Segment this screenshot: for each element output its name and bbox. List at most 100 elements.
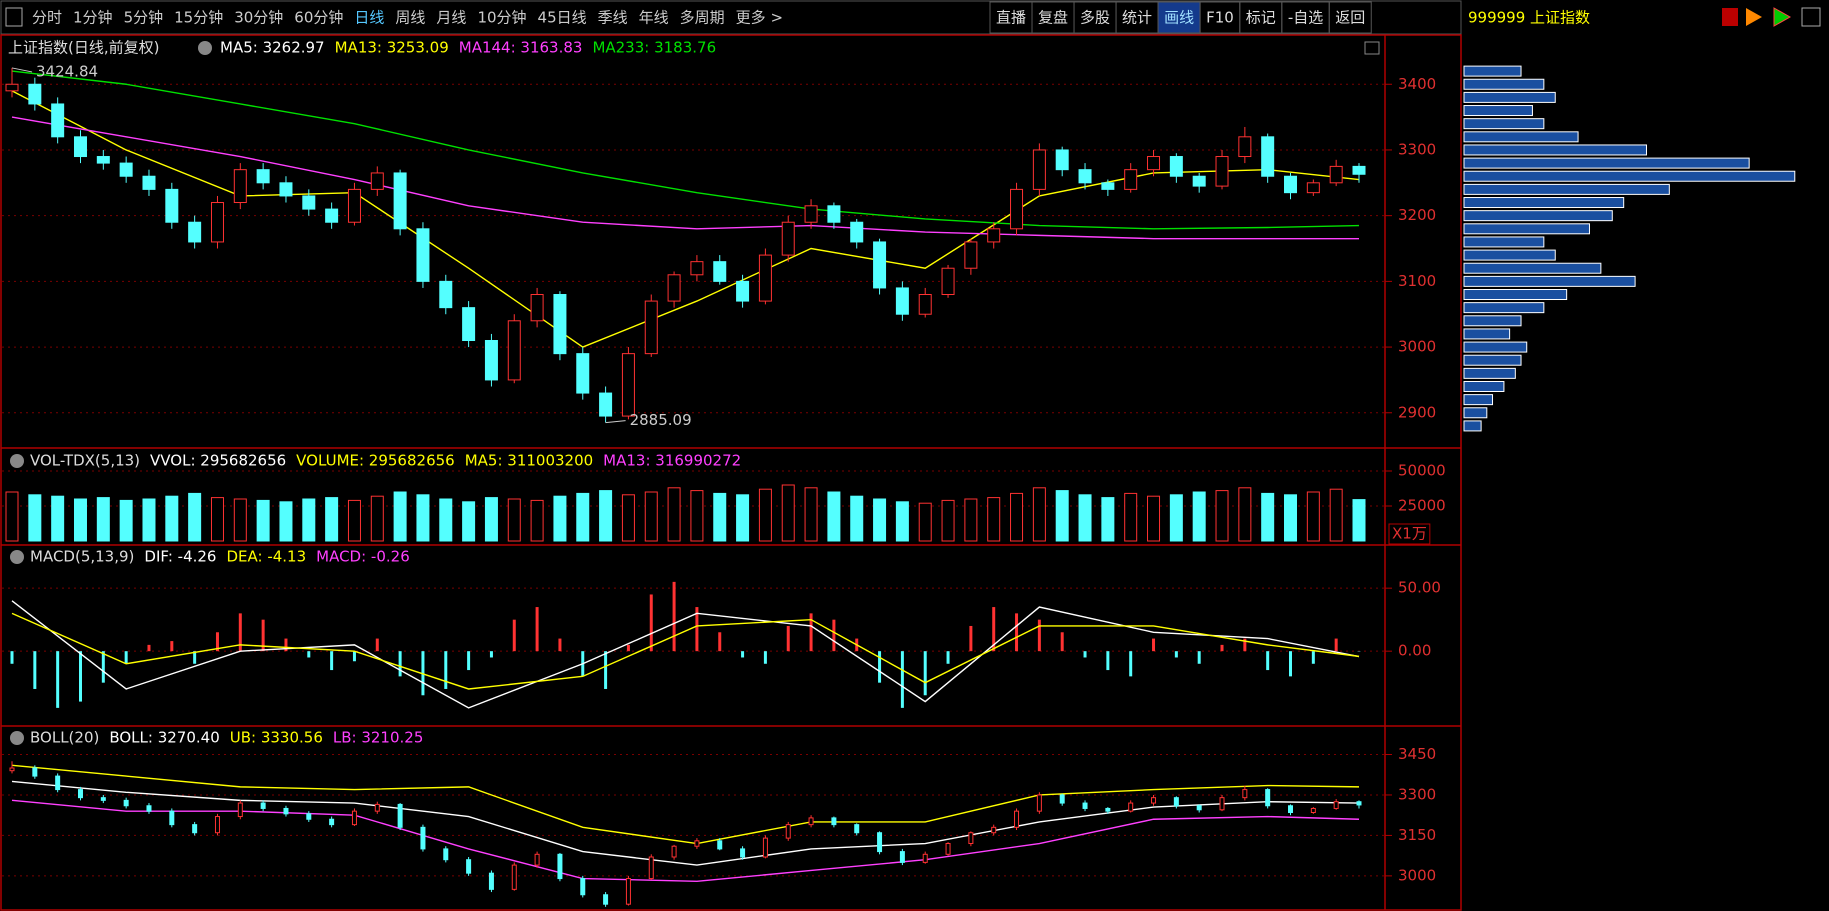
period-tab[interactable]: 1分钟 [73, 9, 113, 27]
candle-body [5, 83, 19, 92]
tool-button[interactable]: 直播 [996, 9, 1026, 27]
profile-bar [1463, 407, 1488, 419]
dropdown-icon[interactable] [10, 454, 24, 468]
candle-body [599, 392, 613, 417]
candle-body [736, 280, 750, 302]
tool-button[interactable]: 画线 [1164, 9, 1194, 27]
period-tab[interactable]: 15分钟 [174, 9, 223, 27]
period-tab[interactable]: 季线 [598, 9, 628, 27]
tool-button[interactable]: 多股 [1080, 9, 1110, 27]
tool-button[interactable]: 返回 [1335, 9, 1365, 27]
period-tab[interactable]: 分时 [32, 9, 62, 27]
indicator-value: UB: 3330.56 [230, 729, 323, 747]
candle-body [1329, 165, 1343, 184]
volume-bar [484, 497, 498, 542]
icon[interactable] [1722, 8, 1738, 26]
boll-bar-body [717, 840, 723, 850]
profile-bar [1463, 367, 1516, 379]
toolbar-icons [1722, 7, 1821, 27]
dropdown-icon[interactable] [10, 731, 24, 745]
dropdown-icon[interactable] [198, 41, 212, 55]
tool-button[interactable]: 复盘 [1038, 9, 1068, 27]
candle-body [370, 172, 384, 190]
tool-button[interactable]: 标记 [1246, 9, 1276, 27]
period-tab[interactable]: 月线 [436, 9, 466, 27]
volume-bar [621, 494, 635, 542]
y-tick-label: 3300 [1398, 140, 1436, 158]
volume-bar [416, 494, 430, 542]
volume-bar [142, 498, 156, 542]
volume-bar [1192, 491, 1206, 542]
profile-bar [1463, 223, 1590, 235]
volume-bar [439, 498, 453, 542]
period-tab[interactable]: 周线 [395, 9, 425, 27]
period-tab[interactable]: 年线 [639, 9, 669, 27]
profile-bar [1463, 91, 1556, 103]
candle-body [1192, 175, 1206, 187]
tool-button[interactable]: F10 [1206, 9, 1234, 27]
indicator-value: MA13: 3253.09 [335, 39, 449, 57]
period-tab[interactable]: 10分钟 [477, 9, 526, 27]
boll-bar-body [603, 894, 609, 905]
sidebar-toggle[interactable] [5, 7, 23, 27]
window-icon[interactable] [1364, 41, 1380, 55]
volume-bar [233, 498, 247, 542]
icon[interactable] [1801, 7, 1821, 27]
boll-bar-body [1036, 794, 1042, 812]
candle-body [576, 353, 590, 394]
candle-body [1010, 188, 1024, 230]
period-tab[interactable]: 多周期 [680, 9, 725, 27]
volume-bar [804, 487, 818, 542]
tool-button[interactable]: 统计 [1122, 9, 1152, 27]
indicator-line [11, 70, 1360, 230]
candle-body [484, 340, 498, 381]
candle-body [165, 188, 179, 223]
candle-body [507, 320, 521, 381]
candle-body [1032, 149, 1046, 190]
boll-bar-body [762, 837, 768, 858]
boll-bar-body [1356, 801, 1362, 806]
volume-bar [1078, 494, 1092, 542]
period-tab[interactable]: 60分钟 [294, 9, 343, 27]
period-tab[interactable]: 45日线 [538, 9, 587, 27]
profile-bar [1463, 131, 1579, 143]
volume-bar [895, 501, 909, 542]
volume-bar [325, 497, 339, 542]
period-tab[interactable]: 更多 > [736, 9, 783, 27]
boll-bar-body [260, 802, 266, 809]
price-annotation: 2885.09 [630, 411, 692, 429]
tool-button[interactable]: -自选 [1288, 9, 1323, 27]
boll-bar-body [1196, 805, 1202, 811]
volume-bar [1284, 494, 1298, 542]
boll-bar-body [1333, 801, 1339, 809]
volume-bar [873, 498, 887, 542]
candle-body [941, 267, 955, 296]
boll-bar-body [877, 832, 883, 853]
profile-bar [1463, 236, 1545, 248]
indicator-value: DEA: -4.13 [226, 548, 306, 566]
panel-title: 上证指数(日线,前复权) [8, 39, 159, 57]
period-tab[interactable]: 日线 [354, 9, 384, 27]
period-tab[interactable]: 30分钟 [234, 9, 283, 27]
indicator-value: LB: 3210.25 [333, 729, 424, 747]
boll-bar-body [648, 856, 654, 880]
candle-body [1147, 156, 1161, 171]
volume-bar [302, 498, 316, 542]
volume-bar [462, 501, 476, 542]
period-tab[interactable]: 5分钟 [124, 9, 164, 27]
volume-bar [918, 502, 932, 542]
icon[interactable] [1746, 8, 1762, 26]
candle-body [393, 172, 407, 230]
boll-bar-body [808, 817, 814, 826]
icon[interactable] [1773, 7, 1792, 27]
candle-body [210, 202, 224, 243]
annotation-leader [605, 420, 626, 424]
indicator-value: MA13: 316990272 [603, 452, 741, 470]
volume-bar [850, 495, 864, 542]
boll-bar-body [169, 810, 175, 826]
volume-bar [827, 491, 841, 542]
indicator-line [11, 600, 1360, 709]
dropdown-icon[interactable] [10, 550, 24, 564]
indicator-line [11, 780, 1360, 866]
volume-bar [1215, 490, 1229, 542]
